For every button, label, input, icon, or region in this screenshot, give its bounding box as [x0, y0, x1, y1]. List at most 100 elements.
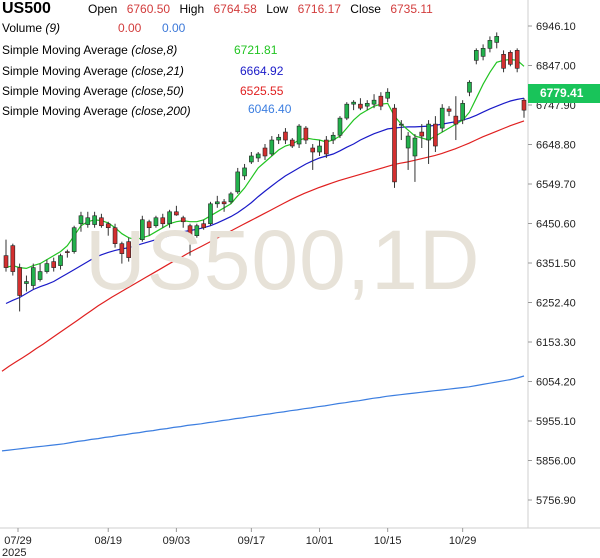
sma8-value: 6721.81: [234, 43, 278, 57]
candle-body: [126, 241, 131, 258]
candle-body: [214, 201, 220, 205]
x-tick-label: 07/29: [4, 535, 32, 547]
candle-body: [296, 125, 302, 145]
candle-body: [153, 217, 159, 227]
candle-body: [385, 91, 390, 99]
candle: [146, 219, 152, 236]
sma200-value: 6046.40: [248, 102, 292, 116]
candle: [378, 92, 384, 111]
candle: [262, 144, 268, 160]
candle: [160, 213, 166, 228]
candle: [214, 195, 220, 208]
candle: [508, 50, 513, 67]
candle-body: [433, 123, 438, 147]
candle: [140, 215, 145, 242]
y-tick-label: 5856.00: [536, 456, 576, 468]
x-tick-label: 08/19: [94, 535, 122, 547]
candle-body: [174, 211, 179, 216]
candle: [317, 140, 322, 156]
candle: [65, 249, 70, 258]
candle: [180, 215, 186, 228]
sma21-legend: Simple Moving Average (close,21): [2, 64, 184, 78]
candle: [330, 132, 336, 145]
candle: [514, 48, 520, 73]
candle-body: [399, 123, 404, 126]
candle: [167, 209, 172, 228]
candle-body: [112, 227, 118, 244]
y-tick-label: 6054.20: [536, 377, 576, 389]
y-tick-label: 6153.30: [536, 337, 576, 349]
y-tick-label: 6847.00: [536, 61, 576, 73]
candle-body: [364, 103, 370, 107]
x-tick-label: 10/15: [374, 535, 402, 547]
candle: [58, 253, 63, 270]
candle-body: [439, 107, 445, 129]
candle-body: [3, 255, 9, 268]
candle-body: [494, 36, 500, 43]
candle: [358, 98, 363, 111]
open-value: 6760.50: [126, 2, 171, 16]
candle: [501, 50, 506, 73]
candle-body: [208, 203, 213, 225]
y-tick-label: 6252.40: [536, 298, 576, 310]
sma50-value: 6525.55: [240, 84, 284, 98]
candle-body: [140, 219, 145, 240]
candle-body: [378, 95, 384, 107]
candle: [112, 223, 118, 248]
close-value: 6735.11: [390, 2, 433, 16]
candle-body: [71, 227, 77, 252]
candle: [324, 136, 329, 158]
candle-body: [99, 217, 104, 227]
sma21-value: 6664.92: [240, 64, 284, 78]
candle: [133, 235, 138, 244]
sma200-path: [1, 375, 525, 452]
candle-body: [460, 103, 465, 121]
candle: [296, 124, 302, 149]
candle-body: [480, 48, 486, 57]
candle: [480, 44, 486, 61]
volume-param: (9): [45, 21, 61, 35]
candle: [119, 241, 125, 264]
candle-body: [344, 103, 350, 119]
candle-body: [24, 281, 29, 284]
x-axis: 07/29 08/19 09/03 09/17 10/01 10/15 10/29 2025: [2, 528, 476, 558]
candle: [487, 36, 493, 53]
y-tick-label: 6549.70: [536, 179, 576, 191]
candle-body: [310, 147, 316, 153]
candle: [371, 94, 377, 109]
candle-body: [37, 271, 43, 280]
candles: [3, 32, 527, 312]
candle-body: [180, 217, 186, 223]
candle-body: [487, 40, 493, 49]
candle: [399, 120, 404, 141]
candle: [201, 219, 206, 230]
candle-body: [419, 131, 425, 137]
candle: [385, 88, 390, 103]
candle-body: [467, 81, 472, 93]
candle: [494, 32, 500, 49]
candle-body: [446, 108, 452, 112]
high-value: 6764.58: [213, 2, 257, 16]
symbol-title: US500: [2, 0, 51, 17]
candle-body: [392, 107, 397, 183]
candle-body: [473, 50, 479, 61]
candle: [153, 215, 159, 228]
candle: [249, 151, 254, 164]
candle: [3, 239, 9, 272]
watermark: US500,1D: [85, 213, 481, 307]
candle-body: [10, 245, 16, 272]
candle-body: [337, 117, 343, 136]
candle: [269, 136, 275, 156]
candle-body: [521, 99, 527, 111]
candle-body: [51, 261, 57, 268]
candle: [235, 167, 241, 194]
candle: [433, 116, 438, 152]
candle-body: [514, 50, 520, 69]
candle-body: [167, 211, 172, 225]
candle-body: [30, 267, 36, 286]
candle: [24, 275, 29, 292]
x-tick-label: 09/17: [238, 535, 266, 547]
candle-body: [303, 127, 309, 141]
candle-body: [235, 171, 241, 193]
